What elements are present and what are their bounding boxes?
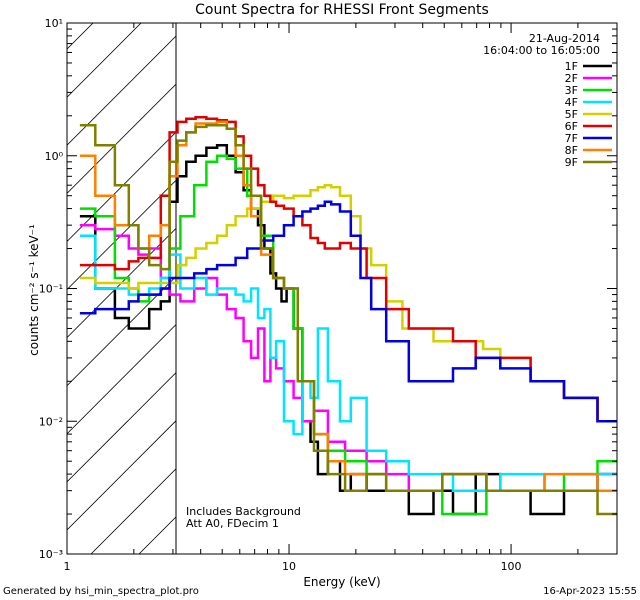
series-line-6F: [79, 115, 617, 423]
y-tick-label: 10⁻³: [39, 548, 63, 561]
legend-label-4F: 4F: [565, 96, 578, 109]
series-line-9F: [79, 123, 617, 516]
legend-label-8F: 8F: [565, 144, 578, 157]
legend-label-1F: 1F: [565, 60, 578, 73]
time-range-label: 16:04:00 to 16:05:00: [483, 44, 600, 57]
legend-label-6F: 6F: [565, 120, 578, 133]
legend-label-3F: 3F: [565, 84, 578, 97]
y-tick-label: 10⁻¹: [39, 283, 63, 296]
date-label: 21-Aug-2014: [529, 32, 600, 45]
x-axis-label: Energy (keV): [303, 575, 380, 589]
hatch-line: [67, 35, 176, 146]
chart-title: Count Spectra for RHESSI Front Segments: [195, 2, 489, 18]
hatch-line: [67, 179, 176, 291]
generated-by-label: Generated by hsi_min_spectra_plot.pro: [3, 586, 199, 597]
y-tick-label: 10⁰: [45, 150, 64, 163]
legend-label-2F: 2F: [565, 72, 578, 85]
hatch-line: [67, 420, 176, 531]
timestamp-label: 16-Apr-2023 15:55: [543, 586, 637, 597]
x-tick-label: 1: [64, 560, 71, 573]
series-layer: [79, 115, 617, 516]
y-axis-label: counts cm⁻² s⁻¹ keV⁻¹: [27, 224, 41, 356]
legend-label-9F: 9F: [565, 156, 578, 169]
hatch-line: [0, 13, 7, 554]
series-line-2F: [79, 223, 617, 492]
series-line-7F: [79, 200, 617, 423]
axis-ticks: 1 10 100 10⁻³ 10⁻² 10⁻¹ 10⁰ 10¹: [39, 17, 618, 573]
legend-label-7F: 7F: [565, 132, 578, 145]
x-tick-label: 100: [501, 560, 522, 573]
y-tick-label: 10⁻²: [39, 415, 63, 428]
legend-label-5F: 5F: [565, 108, 578, 121]
hatch-line: [67, 372, 176, 483]
annotation-background: Includes Background: [186, 505, 301, 518]
annotation-attenuator: Att A0, FDecim 1: [186, 517, 279, 530]
hatch-line: [67, 83, 176, 194]
x-tick-label: 10: [282, 560, 296, 573]
y-tick-label: 10¹: [45, 17, 63, 30]
